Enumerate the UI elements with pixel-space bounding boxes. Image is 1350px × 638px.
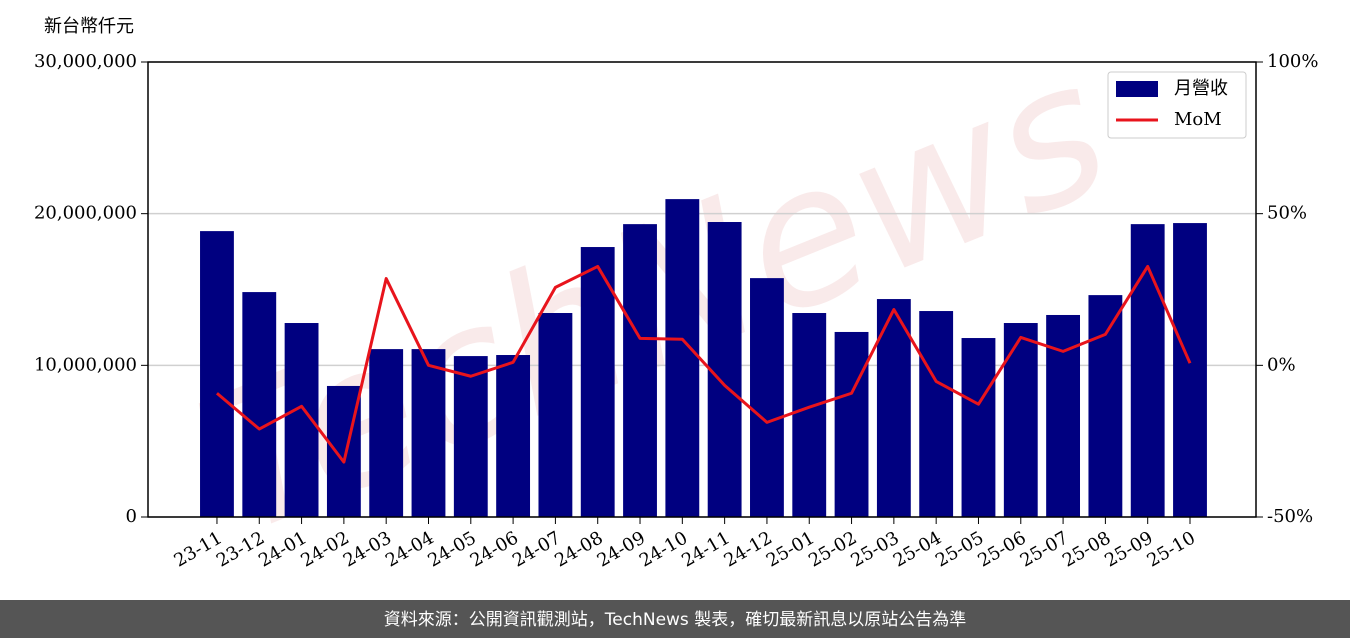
line <box>215 264 1192 464</box>
plot-frame <box>147 61 1257 518</box>
y2-tick-label: 100% <box>1267 51 1318 72</box>
footer-text: 資料來源：公開資訊觀測站，TechNews 製表，確切最新訊息以原站公告為準 <box>384 610 966 630</box>
y-tick-label: 10,000,000 <box>34 354 137 375</box>
bar <box>200 231 234 517</box>
y2-tick-label: 0% <box>1267 354 1296 375</box>
legend-label: MoM <box>1174 109 1222 130</box>
y-tick-label: 0 <box>126 506 137 527</box>
y-tick-label: 30,000,000 <box>34 51 137 72</box>
bar <box>538 313 573 517</box>
bar <box>496 355 531 517</box>
bar <box>919 311 954 517</box>
y2-tick-label: 50% <box>1267 203 1307 224</box>
bar <box>1130 224 1165 518</box>
bar <box>1003 323 1038 517</box>
y-tick-label: 20,000,000 <box>34 203 137 224</box>
legend-label: 月營收 <box>1174 78 1228 99</box>
bar <box>665 199 700 517</box>
bar <box>453 356 488 517</box>
legend-swatch <box>1116 81 1158 97</box>
bar <box>623 224 657 518</box>
footer-bar <box>0 600 1350 638</box>
bar <box>750 278 784 517</box>
bar <box>876 299 911 517</box>
bar <box>707 222 742 517</box>
bar <box>369 349 404 517</box>
bar <box>411 349 446 517</box>
bar <box>242 292 277 517</box>
bar <box>961 338 996 517</box>
bar <box>580 247 615 518</box>
bar <box>834 331 869 517</box>
x-tick-label: 25-10 <box>1144 527 1199 571</box>
y2-tick-label: -50% <box>1267 506 1313 527</box>
y-axis-label: 新台幣仟元 <box>44 16 134 37</box>
bar <box>792 313 827 517</box>
bar <box>1173 223 1207 517</box>
bar <box>1088 295 1123 517</box>
